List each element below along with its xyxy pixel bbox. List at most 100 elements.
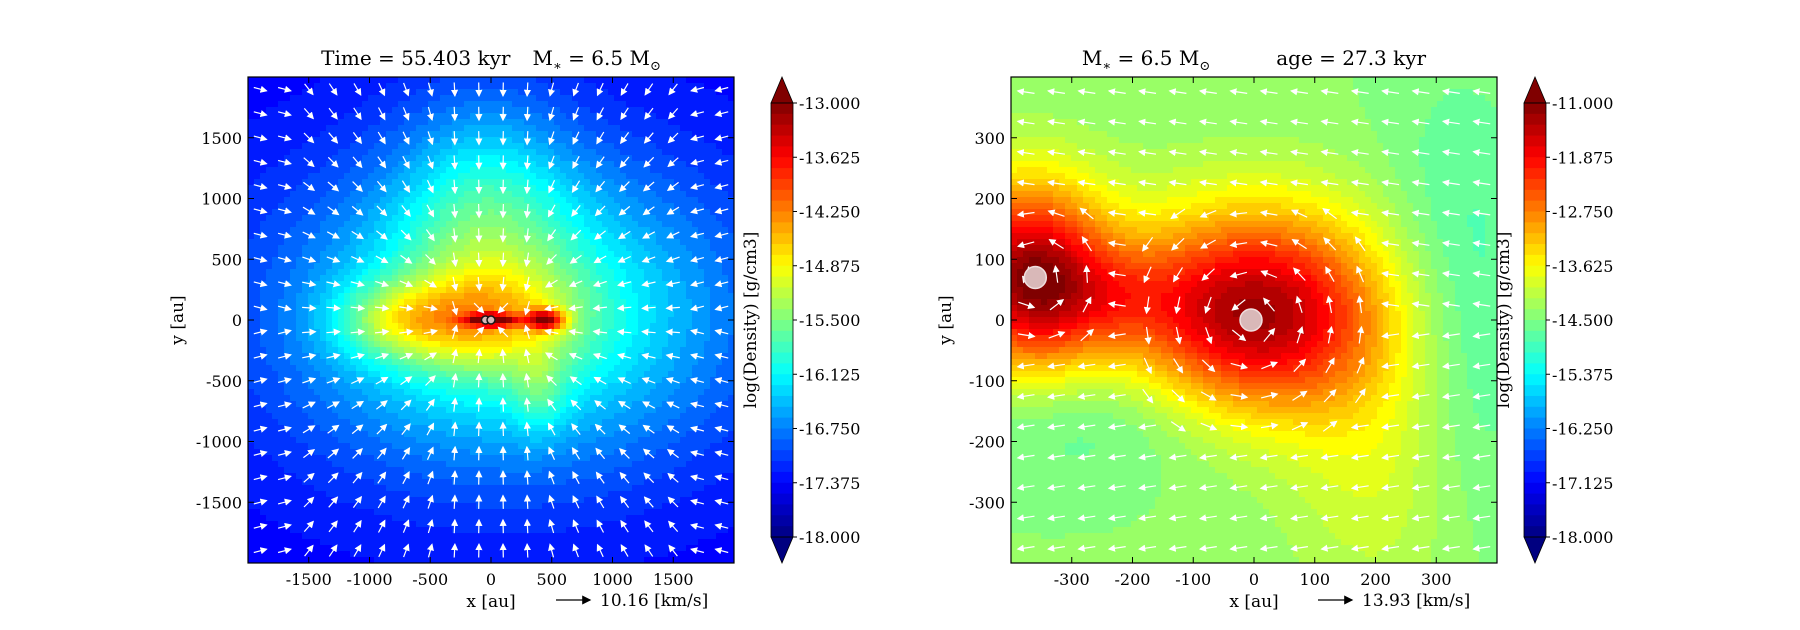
density-cell bbox=[590, 251, 597, 258]
density-cell bbox=[608, 221, 615, 228]
density-cell bbox=[260, 311, 267, 318]
density-cell bbox=[266, 389, 273, 396]
density-cell bbox=[290, 179, 297, 186]
density-cell bbox=[296, 257, 303, 264]
density-cell bbox=[320, 485, 327, 492]
density-cell bbox=[428, 251, 435, 258]
density-cell bbox=[338, 347, 345, 354]
density-cell bbox=[500, 365, 507, 372]
density-cell bbox=[578, 125, 585, 132]
density-cell bbox=[362, 407, 369, 414]
density-cell bbox=[266, 113, 273, 120]
density-cell bbox=[596, 431, 603, 438]
density-cell bbox=[476, 167, 483, 174]
density-cell bbox=[518, 149, 525, 156]
density-cell bbox=[584, 479, 591, 486]
density-cell bbox=[398, 521, 405, 528]
density-cell bbox=[578, 419, 585, 426]
density-cell bbox=[500, 125, 507, 132]
density-cell bbox=[416, 545, 423, 552]
density-cell bbox=[398, 551, 405, 558]
density-cell bbox=[566, 131, 573, 138]
density-cell bbox=[374, 101, 381, 108]
density-cell bbox=[284, 179, 291, 186]
density-cell bbox=[446, 113, 453, 120]
density-cell bbox=[524, 317, 531, 324]
density-cell bbox=[386, 545, 393, 552]
density-cell bbox=[584, 287, 591, 294]
density-cell bbox=[590, 107, 597, 114]
density-cell bbox=[542, 317, 549, 324]
density-cell bbox=[338, 203, 345, 210]
density-cell bbox=[590, 131, 597, 138]
density-cell bbox=[596, 389, 603, 396]
density-cell bbox=[290, 149, 297, 156]
density-cell bbox=[482, 425, 489, 432]
density-cell bbox=[482, 221, 489, 228]
density-cell bbox=[572, 167, 579, 174]
density-cell bbox=[344, 251, 351, 258]
density-cell bbox=[260, 107, 267, 114]
density-cell bbox=[512, 557, 519, 563]
density-cell bbox=[524, 269, 531, 276]
density-cell bbox=[296, 221, 303, 228]
density-cell bbox=[542, 479, 549, 486]
density-cell bbox=[410, 245, 417, 252]
density-cell bbox=[278, 443, 285, 450]
density-cell bbox=[428, 191, 435, 198]
density-cell bbox=[512, 197, 519, 204]
density-cell bbox=[404, 311, 411, 318]
density-cell bbox=[332, 455, 339, 462]
density-cell bbox=[320, 377, 327, 384]
density-cell bbox=[314, 317, 321, 324]
density-cell bbox=[362, 491, 369, 498]
density-cell bbox=[464, 431, 471, 438]
density-cell bbox=[302, 89, 309, 96]
density-cell bbox=[338, 449, 345, 456]
density-cell bbox=[596, 347, 603, 354]
density-cell bbox=[530, 137, 537, 144]
density-cell bbox=[296, 389, 303, 396]
density-cell bbox=[362, 473, 369, 480]
density-cell bbox=[470, 101, 477, 108]
density-cell bbox=[284, 395, 291, 402]
density-cell bbox=[266, 443, 273, 450]
density-cell bbox=[614, 125, 621, 132]
density-cell bbox=[494, 413, 501, 420]
density-cell bbox=[446, 83, 453, 90]
density-cell bbox=[578, 413, 585, 420]
density-cell bbox=[494, 503, 501, 510]
density-cell bbox=[458, 251, 465, 258]
density-cell bbox=[422, 299, 429, 306]
density-cell bbox=[362, 143, 369, 150]
density-cell bbox=[428, 179, 435, 186]
density-cell bbox=[554, 401, 561, 408]
density-cell bbox=[542, 77, 549, 84]
density-cell bbox=[590, 269, 597, 276]
density-cell bbox=[554, 461, 561, 468]
density-cell bbox=[332, 125, 339, 132]
density-cell bbox=[356, 479, 363, 486]
density-cell bbox=[572, 239, 579, 246]
density-cell bbox=[566, 299, 573, 306]
density-cell bbox=[470, 95, 477, 102]
density-cell bbox=[254, 551, 261, 558]
density-cell bbox=[548, 245, 555, 252]
density-cell bbox=[470, 149, 477, 156]
density-cell bbox=[602, 551, 609, 558]
density-cell bbox=[248, 509, 255, 516]
density-cell bbox=[446, 215, 453, 222]
density-cell bbox=[326, 335, 333, 342]
density-cell bbox=[338, 245, 345, 252]
density-cell bbox=[440, 539, 447, 546]
density-cell bbox=[572, 539, 579, 546]
density-cell bbox=[542, 95, 549, 102]
density-cell bbox=[278, 329, 285, 336]
density-cell bbox=[494, 521, 501, 528]
density-cell bbox=[566, 467, 573, 474]
density-cell bbox=[434, 89, 441, 96]
density-cell bbox=[410, 431, 417, 438]
density-cell bbox=[494, 329, 501, 336]
density-cell bbox=[524, 485, 531, 492]
density-cell bbox=[254, 473, 261, 480]
